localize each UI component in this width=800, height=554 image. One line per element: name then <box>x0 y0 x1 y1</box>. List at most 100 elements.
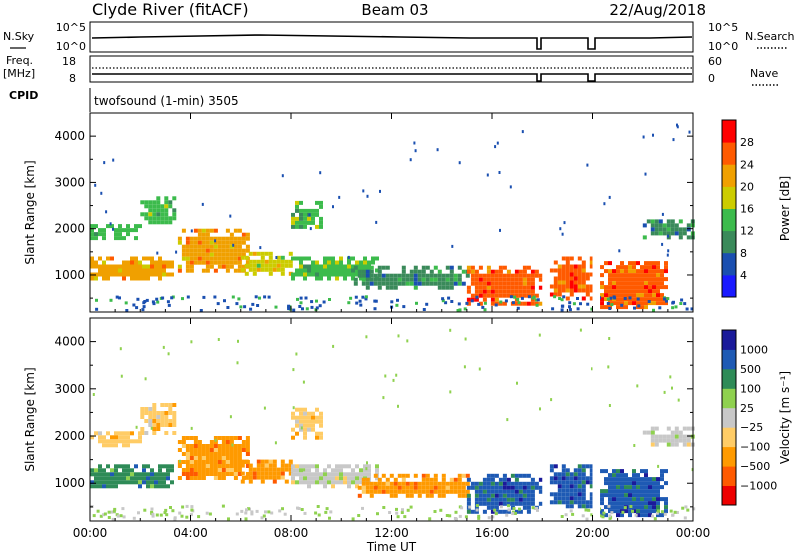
echo-cell <box>518 277 523 282</box>
colorbar-tick-label: 28 <box>740 136 754 149</box>
echo-cell <box>237 264 242 269</box>
echo-cell <box>478 485 483 490</box>
echo-cell <box>272 267 277 272</box>
echo-cell <box>385 481 390 486</box>
echo-cell <box>674 438 679 443</box>
echo-cell <box>401 273 406 278</box>
echo-cell <box>616 501 620 506</box>
echo-cell <box>126 476 130 481</box>
echo-cell <box>201 464 206 468</box>
echo-cell <box>518 481 523 486</box>
scatter-dot <box>275 256 278 259</box>
scatter-dot <box>413 141 416 145</box>
echo-cell <box>299 200 303 205</box>
echo-cell <box>217 448 222 452</box>
scatter-dot <box>559 227 562 231</box>
echo-cell <box>445 481 450 486</box>
echo-cell <box>506 497 511 502</box>
echo-cell <box>670 438 675 443</box>
echo-cell <box>589 492 594 497</box>
echo-cell <box>146 484 150 489</box>
echo-cell <box>518 509 523 514</box>
echo-cell <box>160 220 165 225</box>
echo-cell <box>369 277 374 282</box>
echo-cell <box>465 273 470 278</box>
scatter-dot <box>661 242 664 246</box>
echo-cell <box>291 468 295 473</box>
echo-cell <box>311 476 315 481</box>
echo-cell <box>682 426 687 431</box>
echo-cell <box>453 281 458 286</box>
echo-cell <box>553 280 558 285</box>
echo-cell <box>457 481 462 486</box>
echo-cell <box>315 464 319 469</box>
echo-cell <box>213 240 218 245</box>
echo-cell <box>311 419 315 424</box>
scatter-dot <box>105 210 108 214</box>
echo-cell <box>248 475 253 480</box>
echo-cell <box>573 272 578 277</box>
echo-cell <box>295 464 299 469</box>
echo-cell <box>385 285 390 290</box>
colorbar-label: Velocity [m s⁻¹] <box>778 371 792 464</box>
echo-cell <box>90 224 94 229</box>
echo-cell <box>577 484 582 489</box>
echo-cell <box>365 477 370 482</box>
scatter-dot <box>406 339 409 343</box>
echo-cell <box>291 411 295 416</box>
scatter-dot <box>357 514 361 517</box>
scatter-dot <box>618 249 621 253</box>
echo-cell <box>569 268 574 273</box>
echo-cell <box>256 463 261 468</box>
echo-cell <box>612 485 616 490</box>
echo-cell <box>319 472 323 477</box>
echo-cell <box>311 411 315 416</box>
echo-cell <box>172 216 177 221</box>
echo-cell <box>307 427 311 432</box>
echo-cell <box>648 485 652 490</box>
echo-cell <box>600 285 604 290</box>
echo-cell <box>172 208 177 213</box>
echo-cell <box>170 464 174 469</box>
scatter-dot <box>652 133 654 137</box>
echo-cell <box>526 281 531 286</box>
echo-cell <box>561 496 566 501</box>
scatter-dot <box>441 299 445 303</box>
echo-cell <box>538 477 543 482</box>
echo-cell <box>299 427 303 432</box>
echo-cell <box>276 467 281 472</box>
echo-cell <box>616 289 620 294</box>
echo-cell <box>632 281 636 286</box>
echo-cell <box>648 301 652 306</box>
echo-cell <box>299 419 303 424</box>
echo-cell <box>397 473 402 478</box>
scatter-dot <box>550 398 553 402</box>
echo-region <box>240 251 293 276</box>
echo-cell <box>616 297 620 302</box>
echo-cell <box>154 480 158 485</box>
echo-cell <box>628 285 632 290</box>
echo-cell <box>490 301 495 306</box>
echo-cell <box>652 269 656 274</box>
echo-cell <box>660 477 664 482</box>
echo-cell <box>134 268 138 273</box>
echo-cell <box>650 227 655 232</box>
echo-cell <box>441 485 446 490</box>
echo-cell <box>98 228 102 233</box>
echo-cell <box>449 277 454 282</box>
echo-cell <box>678 231 683 236</box>
echo-cell <box>417 277 422 282</box>
echo-cell <box>573 496 578 501</box>
echo-cell <box>237 444 242 448</box>
echo-cell <box>526 289 531 294</box>
echo-cell <box>561 272 566 277</box>
echo-cell <box>319 268 323 273</box>
echo-cell <box>624 269 628 274</box>
echo-cell <box>589 264 594 269</box>
echo-cell <box>478 489 483 494</box>
scatter-dot <box>445 514 449 517</box>
scatter-dot <box>483 301 487 305</box>
scatter-dot <box>634 513 638 517</box>
scatter-dot <box>684 505 688 509</box>
